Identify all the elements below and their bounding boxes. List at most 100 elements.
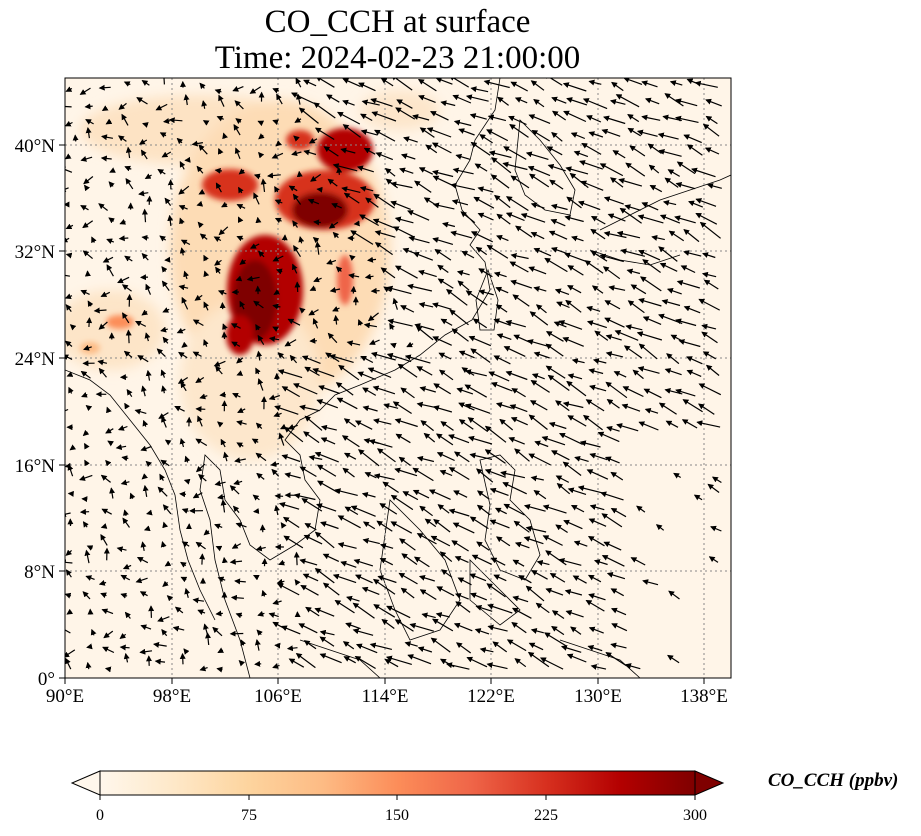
wind-arrow	[612, 150, 626, 159]
wind-arrow	[180, 576, 188, 583]
wind-arrow	[310, 173, 322, 182]
wind-arrow	[531, 570, 548, 580]
wind-arrow	[390, 78, 413, 91]
wind-arrow	[370, 98, 393, 107]
wind-arrow	[418, 575, 435, 582]
wind-arrow	[432, 618, 454, 632]
wind-arrow	[453, 490, 468, 498]
wind-arrow	[605, 652, 627, 667]
wind-arrow	[86, 317, 93, 327]
wind-arrow	[438, 352, 452, 360]
wind-arrow	[81, 391, 88, 398]
wind-arrow	[362, 405, 378, 412]
wind-arrow	[284, 339, 297, 347]
wind-arrow	[545, 343, 564, 357]
wind-arrow	[695, 212, 718, 225]
wind-arrow	[68, 386, 74, 394]
wind-arrow	[666, 287, 682, 295]
wind-arrow	[638, 249, 661, 261]
wind-arrow	[101, 134, 114, 141]
wind-arrow	[536, 559, 550, 566]
wind-arrow	[644, 407, 659, 414]
wind-arrow	[412, 489, 430, 499]
wind-arrow	[448, 434, 470, 444]
wind-arrow	[416, 366, 433, 376]
wind-arrow	[701, 323, 717, 330]
wind-arrow	[698, 403, 715, 415]
wind-arrow	[454, 593, 469, 600]
wind-arrow	[86, 545, 94, 551]
wind-arrow	[402, 491, 419, 501]
x-tick-label: 130°E	[574, 686, 622, 707]
wind-arrow	[84, 442, 90, 450]
wind-arrow	[460, 211, 476, 224]
wind-arrow	[65, 252, 73, 259]
wind-arrow	[220, 499, 227, 513]
wind-arrow	[90, 628, 97, 636]
wind-arrow	[65, 408, 69, 412]
wind-arrow	[235, 275, 243, 282]
wind-arrow	[125, 146, 132, 159]
wind-arrow	[437, 264, 449, 273]
wind-arrow	[431, 142, 452, 154]
wind-arrow	[547, 163, 566, 172]
wind-arrow	[281, 386, 300, 398]
wind-arrow	[531, 129, 551, 142]
wind-arrow	[197, 221, 204, 229]
wind-arrow	[707, 483, 720, 493]
wind-vectors	[65, 78, 722, 673]
wind-arrow	[649, 184, 663, 193]
wind-arrow	[435, 612, 450, 618]
wind-arrow	[199, 665, 208, 672]
wind-arrow	[433, 518, 451, 533]
wind-arrow	[432, 336, 452, 346]
wind-arrow	[199, 393, 208, 400]
wind-arrow	[589, 452, 608, 461]
wind-arrow	[387, 318, 413, 327]
wind-arrow	[98, 580, 107, 586]
wind-arrow	[675, 181, 696, 190]
wind-arrow	[477, 212, 494, 221]
wind-arrow	[523, 504, 546, 512]
wind-arrow	[341, 186, 361, 193]
wind-arrow	[530, 628, 544, 634]
wind-arrow	[104, 666, 112, 673]
wind-arrow	[308, 454, 323, 461]
wind-arrow	[577, 485, 605, 494]
wind-arrow	[332, 231, 340, 239]
wind-arrow	[380, 78, 394, 87]
wind-arrow	[195, 541, 206, 550]
wind-arrow	[192, 319, 204, 327]
wind-arrow	[603, 196, 624, 205]
wind-arrow	[326, 94, 340, 103]
wind-arrow	[448, 78, 470, 88]
wind-arrow	[238, 186, 244, 194]
wind-arrow	[528, 114, 551, 124]
wind-arrow	[353, 220, 360, 227]
wind-arrow	[93, 307, 107, 314]
wind-arrow	[283, 535, 304, 549]
colorbar: 0 75 150 225 300	[70, 770, 725, 824]
axis-ticks	[59, 144, 705, 684]
wind-arrow	[230, 323, 241, 329]
wind-arrow	[65, 86, 73, 92]
wind-arrow	[455, 153, 471, 160]
wind-arrow	[548, 421, 567, 430]
wind-arrow	[66, 371, 74, 377]
wind-arrow	[177, 376, 189, 384]
wind-arrow	[272, 255, 284, 262]
wind-arrow	[280, 625, 301, 635]
wind-arrow	[256, 350, 263, 361]
wind-arrow	[528, 173, 550, 188]
wind-arrow	[476, 541, 490, 551]
wind-arrow	[686, 356, 703, 365]
wind-arrow	[638, 421, 659, 431]
wind-arrow	[85, 119, 94, 125]
wind-arrow	[667, 169, 681, 177]
wind-arrow	[292, 263, 298, 274]
wind-arrow	[274, 217, 282, 224]
wind-arrow	[704, 147, 720, 155]
wind-arrow	[65, 649, 76, 658]
wind-arrow	[499, 418, 514, 431]
wind-arrow	[625, 663, 641, 670]
